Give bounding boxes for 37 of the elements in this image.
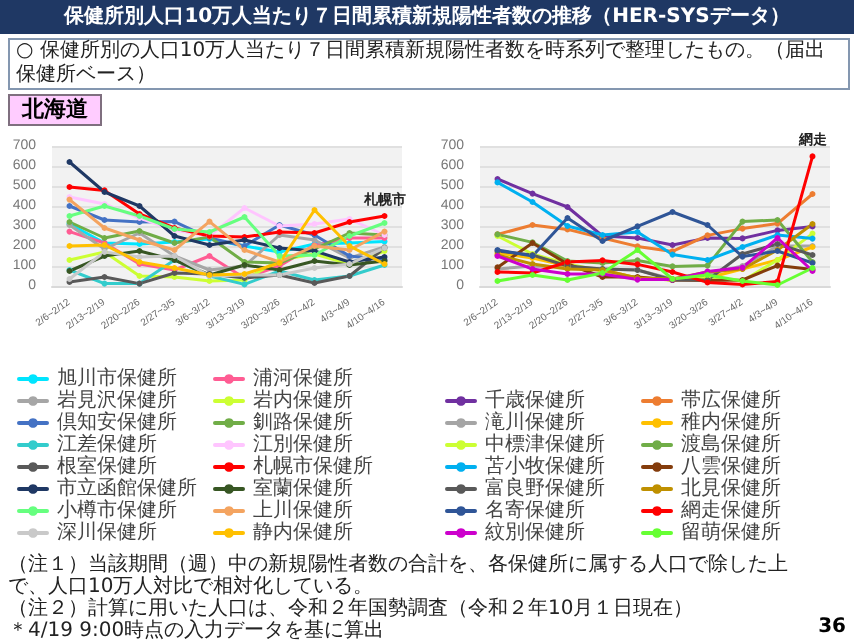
legend-label: 札幌市保健所 [253,454,373,478]
text: （注２）計算に用いた人口は、令和２年国勢調査（令和２年10月１日現在） [8,598,696,620]
legend-label: 江差保健所 [57,432,157,456]
text: 36 [818,616,846,638]
text: ＊4/19 9:00時点の入力データを基に算出 [8,620,387,640]
legend-label: 苫小牧保健所 [485,454,605,478]
legend-label: 千歳保健所 [485,388,585,412]
text: （注１）当該期間（週）中の新規陽性者数の合計を、各保健所に属する人口で除した上で、人口10万人対比で相対化している。 [8,554,790,598]
legend-label: 中標津保健所 [485,432,605,456]
legend-label: 帯広保健所 [681,388,781,412]
legend-label: 根室保健所 [57,454,157,478]
legend-label: 稚内保健所 [681,410,781,434]
legend-label: 八雲保健所 [681,454,781,478]
chart-subtitle: ○ 保健所別の人口10万人当たり７日間累積新規陽性者数を時系列で整理したもの。（届出保健所ベース） [8,38,850,90]
legend-label: 岩内保健所 [253,388,353,412]
legend-label: 室蘭保健所 [253,476,353,500]
legend-label: 網走保健所 [679,498,781,522]
chart-title: 保健所別人口10万人当たり７日間累積新規陽性者数の推移（HER-SYSデータ） [0,0,854,34]
legend-label: 名寄保健所 [485,498,585,522]
legend-label: 留萌保健所 [681,520,781,544]
text: 北海道 [8,94,102,126]
legend-label: 市立函館保健所 [57,476,197,500]
legend-label: 小樽市保健所 [57,498,177,522]
legend-label: 釧路保健所 [253,410,353,434]
legend-label: 上川保健所 [253,498,353,522]
legend-label: 倶知安保健所 [57,410,177,434]
legend-label: 江別保健所 [253,432,353,456]
legend-label: 旭川市保健所 [57,366,177,390]
legend-label: 岩見沢保健所 [57,388,177,412]
legend-label: 滝川保健所 [485,410,585,434]
legend-label: 渡島保健所 [681,432,781,456]
legend-label: 深川保健所 [57,520,157,544]
legend-label: 紋別保健所 [485,520,585,544]
legend-label: 富良野保健所 [485,476,605,500]
legend-label: 北見保健所 [681,476,781,500]
legend-label: 浦河保健所 [253,366,353,390]
legend-label: 静内保健所 [253,520,353,544]
